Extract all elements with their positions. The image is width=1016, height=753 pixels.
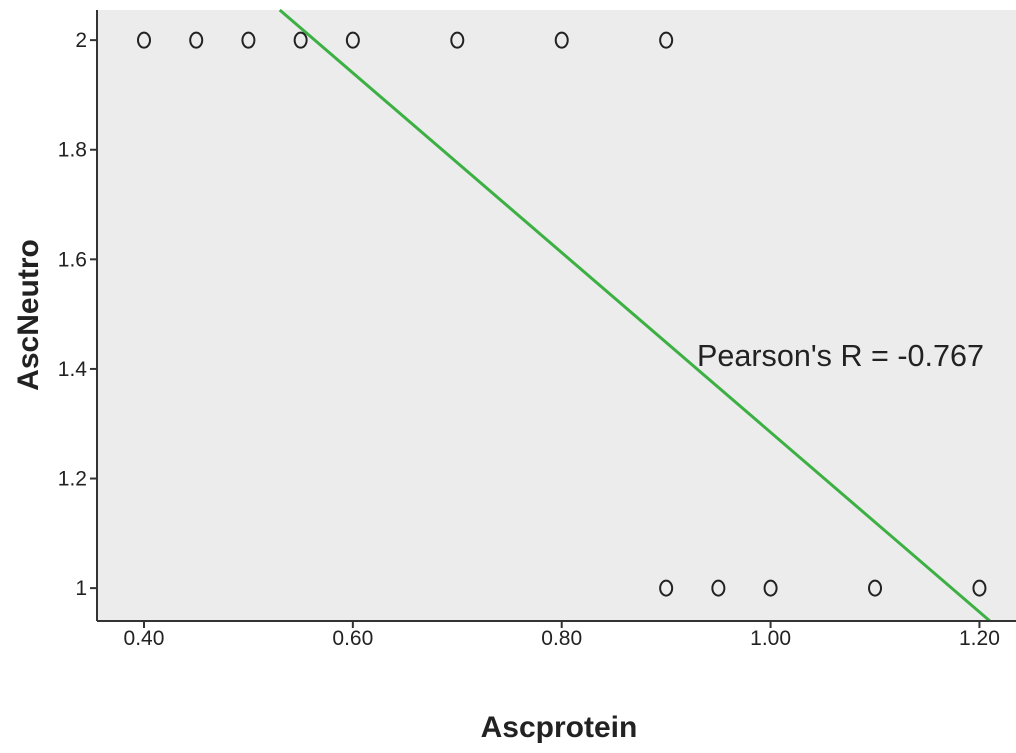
y-tick-label: 1.4	[58, 358, 88, 381]
data-point	[711, 579, 726, 597]
points-layer	[136, 31, 987, 597]
x-tick-label: 0.60	[332, 627, 373, 650]
data-point	[659, 579, 674, 597]
data-point	[972, 579, 987, 597]
data-point	[189, 31, 204, 49]
fit-line	[278, 8, 991, 623]
fit-layer	[278, 8, 991, 623]
x-axis-title: Ascprotein	[481, 711, 638, 744]
y-axis-title: AscNeutro	[12, 239, 45, 391]
data-point	[241, 31, 256, 49]
x-tick-label: 1.20	[959, 627, 1000, 650]
y-tick-label: 1	[75, 577, 87, 600]
pearson-annotation: Pearson's R = -0.767	[697, 338, 984, 373]
y-tick-label: 2	[75, 29, 87, 52]
data-point	[345, 31, 360, 49]
y-ticks: 1 1.2 1.4 1.6 1.8 2	[58, 29, 97, 600]
x-ticks: 0.40 0.60 0.80 1.00 1.20	[124, 621, 1000, 650]
data-point	[659, 31, 674, 49]
x-tick-label: 1.00	[750, 627, 791, 650]
data-point	[136, 31, 151, 49]
data-point	[450, 31, 465, 49]
y-tick-label: 1.8	[58, 139, 87, 162]
x-tick-label: 0.40	[124, 627, 165, 650]
plot-area	[97, 10, 1016, 621]
data-point	[868, 579, 883, 597]
x-tick-label: 0.80	[541, 627, 582, 650]
data-point	[293, 31, 308, 49]
y-tick-label: 1.6	[58, 248, 87, 271]
data-point	[554, 31, 569, 49]
y-tick-label: 1.2	[58, 468, 87, 491]
data-point	[763, 579, 778, 597]
